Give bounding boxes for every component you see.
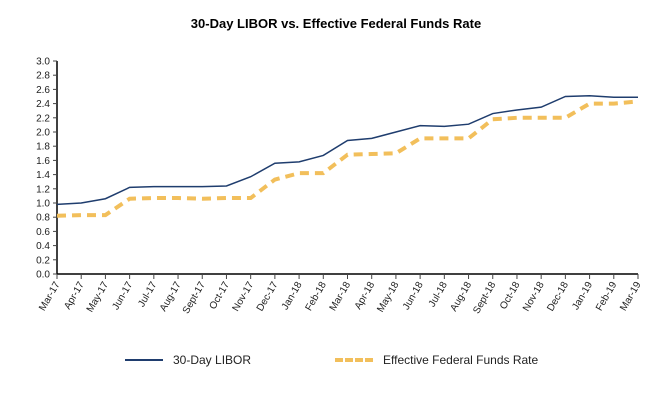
x-tick-label: Jun-17 [110,280,135,312]
y-tick-label: 2.2 [36,113,50,124]
y-tick-label: 1.2 [36,184,50,195]
y-tick-label: 0.4 [36,241,50,252]
y-tick-label: 1.4 [36,170,50,181]
y-tick-label: 2.8 [36,71,50,82]
x-tick-label: May-18 [375,280,401,315]
x-tick-label: Jan-18 [280,280,305,312]
x-tick-label: Oct-17 [208,280,233,312]
y-tick-label: 1.8 [36,142,50,153]
x-tick-label: Apr-17 [62,280,87,312]
x-tick-label: Sept-18 [471,280,498,316]
legend-label-effr: Effective Federal Funds Rate [383,353,539,367]
x-tick-label: Nov-17 [231,280,257,314]
x-tick-label: Jun-18 [401,280,426,312]
x-tick-label: Mar-18 [328,280,354,313]
y-tick-label: 0.2 [36,255,50,266]
y-tick-label: 0.8 [36,213,50,224]
x-tick-label: Aug-18 [448,280,474,314]
x-tick-label: Feb-19 [594,280,620,313]
x-tick-label: Sept-17 [181,280,208,316]
x-tick-label: Jul-18 [427,280,450,309]
y-tick-label: 2.6 [36,85,50,96]
series-line-libor [56,95,638,206]
series-line-effr [56,99,639,218]
x-tick-label: Mar-17 [37,280,63,313]
y-tick-label: 1.0 [36,199,50,210]
x-tick-label: Oct-18 [498,280,523,312]
legend-item-effr: Effective Federal Funds Rate [335,353,538,367]
x-tick-label: Jul-17 [136,280,159,309]
x-tick-label: Jan-19 [570,280,595,312]
x-tick-label: Feb-18 [304,280,330,313]
legend-label-libor: 30-Day LIBOR [173,353,252,367]
x-tick-label: Dec-17 [255,280,281,314]
y-tick-label: 0.6 [36,227,50,238]
y-tick-label: 1.6 [36,156,50,167]
chart-title: 30-Day LIBOR vs. Effective Federal Funds… [190,16,482,31]
legend-swatch-libor [125,359,163,361]
x-tick-label: Aug-17 [158,280,184,314]
x-tick-label: Apr-18 [353,280,378,312]
y-tick-label: 0.0 [36,270,50,281]
y-tick-label: 2.4 [36,99,50,110]
legend-item-libor: 30-Day LIBOR [125,353,251,367]
x-tick-label: May-17 [85,280,111,315]
x-tick-label: Dec-18 [545,280,571,314]
x-tick-label: Nov-18 [521,280,547,314]
y-tick-label: 3.0 [36,57,50,68]
legend-swatch-effr [335,358,373,362]
y-tick-label: 2.0 [36,128,50,139]
x-tick-label: Mar-19 [618,280,644,313]
